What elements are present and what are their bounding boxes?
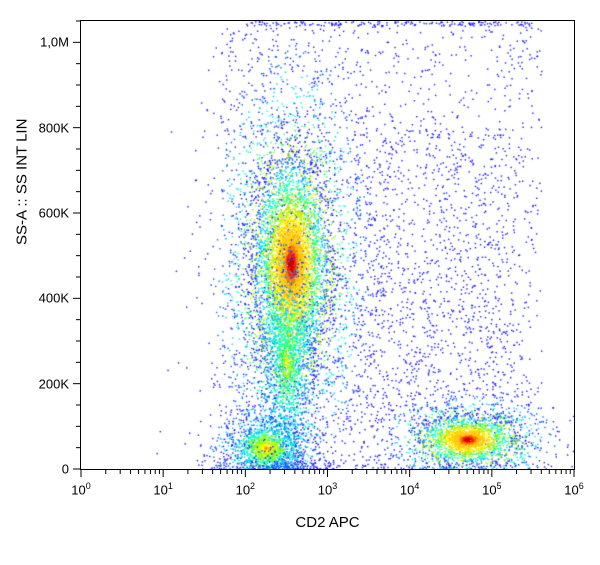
- x-tick-label: 105: [482, 481, 501, 497]
- x-tick-label: 106: [564, 481, 583, 497]
- y-tick-label: 0: [62, 462, 69, 477]
- scatter-canvas: [81, 21, 574, 469]
- x-tick-label: 100: [71, 481, 90, 497]
- figure: 0 200K 400K 600K 800K 1,0M 100 101 102 103 104 105…: [0, 0, 600, 565]
- y-tick-label: 600K: [39, 206, 69, 221]
- scatter-canvas-wrap: [81, 21, 574, 474]
- x-axis-label: CD2 APC: [295, 514, 359, 531]
- y-tick-label: 200K: [39, 376, 69, 391]
- x-tick-label: 104: [400, 481, 419, 497]
- y-tick-label: 800K: [39, 120, 69, 135]
- x-tick-label: 103: [318, 481, 337, 497]
- x-tick-label: 102: [236, 481, 255, 497]
- y-tick-label: 400K: [39, 291, 69, 306]
- x-tick-label: 101: [153, 481, 172, 497]
- y-tick-label: 1,0M: [40, 35, 69, 50]
